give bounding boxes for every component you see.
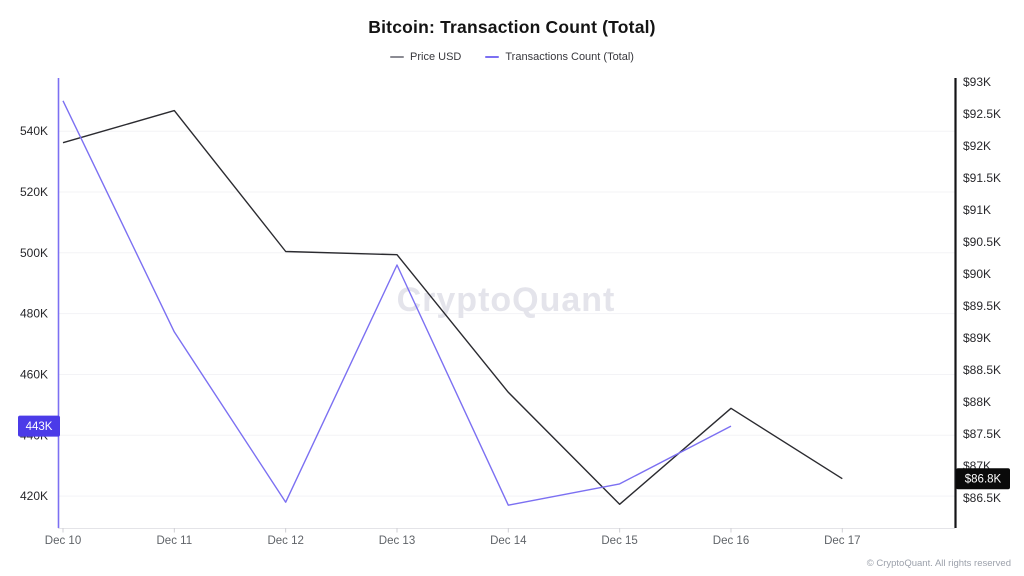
right-axis-tick-label: $88K <box>963 395 991 409</box>
right-axis-tick-label: $92.5K <box>963 107 1001 121</box>
legend: Price USD Transactions Count (Total) <box>0 51 1024 63</box>
right-axis-tick-label: $86.5K <box>963 491 1001 505</box>
left-axis-tick-label: 480K <box>20 307 48 321</box>
transactions-last-value-badge-label: 443K <box>26 421 53 433</box>
left-axis-tick-label: 460K <box>20 368 48 382</box>
legend-label-transactions-count: Transactions Count (Total) <box>505 51 634 63</box>
x-axis-date-label: Dec 14 <box>490 535 527 547</box>
page-title: Bitcoin: Transaction Count (Total) <box>368 17 656 37</box>
left-axis-tick-label: 500K <box>20 246 48 260</box>
right-axis-tick-label: $89.5K <box>963 299 1001 313</box>
right-axis-tick-label: $89K <box>963 331 991 345</box>
x-axis-date-label: Dec 11 <box>157 535 193 547</box>
series-line-price-usd <box>62 109 843 505</box>
right-axis-tick-label: $91.5K <box>963 171 1001 185</box>
x-axis-date-label: Dec 13 <box>379 535 415 547</box>
legend-label-price-usd: Price USD <box>410 51 462 63</box>
right-axis-tick-label: $93K <box>963 75 991 89</box>
x-axis-date-label: Dec 16 <box>713 535 749 547</box>
price-usd-line-icon <box>390 56 405 58</box>
right-axis-tick-label: $92K <box>963 139 991 153</box>
copyright-text: © CryptoQuant. All rights reserved <box>866 558 1011 569</box>
left-axis-tick-label: 420K <box>20 489 48 503</box>
right-axis-tick-label: $88.5K <box>963 363 1001 377</box>
legend-item-price-usd[interactable]: Price USD <box>390 51 461 63</box>
transactions-last-value-badge <box>18 415 60 437</box>
x-axis-date-label: Dec 17 <box>824 535 860 547</box>
price-last-value-badge-label: $86.8K <box>965 474 1002 486</box>
price-last-value-badge <box>956 468 1010 490</box>
left-axis-tick-label: 520K <box>20 185 48 199</box>
right-axis-tick-label: $87.5K <box>963 427 1001 441</box>
right-axis-tick-label: $90K <box>963 267 991 281</box>
cryptoquant-watermark: CryptoQuant <box>397 281 616 319</box>
right-axis-tick-label: $90.5K <box>963 235 1001 249</box>
left-axis-tick-label: 540K <box>20 124 48 138</box>
right-axis-tick-label: $91K <box>963 203 991 217</box>
series-line-transactions-count-total <box>62 100 732 506</box>
x-axis-date-label: Dec 10 <box>45 535 81 547</box>
transactions-count-line-icon <box>485 56 500 58</box>
legend-item-transactions-count[interactable]: Transactions Count (Total) <box>485 51 634 63</box>
x-axis-date-label: Dec 12 <box>267 535 303 547</box>
x-axis-date-label: Dec 15 <box>601 535 637 547</box>
